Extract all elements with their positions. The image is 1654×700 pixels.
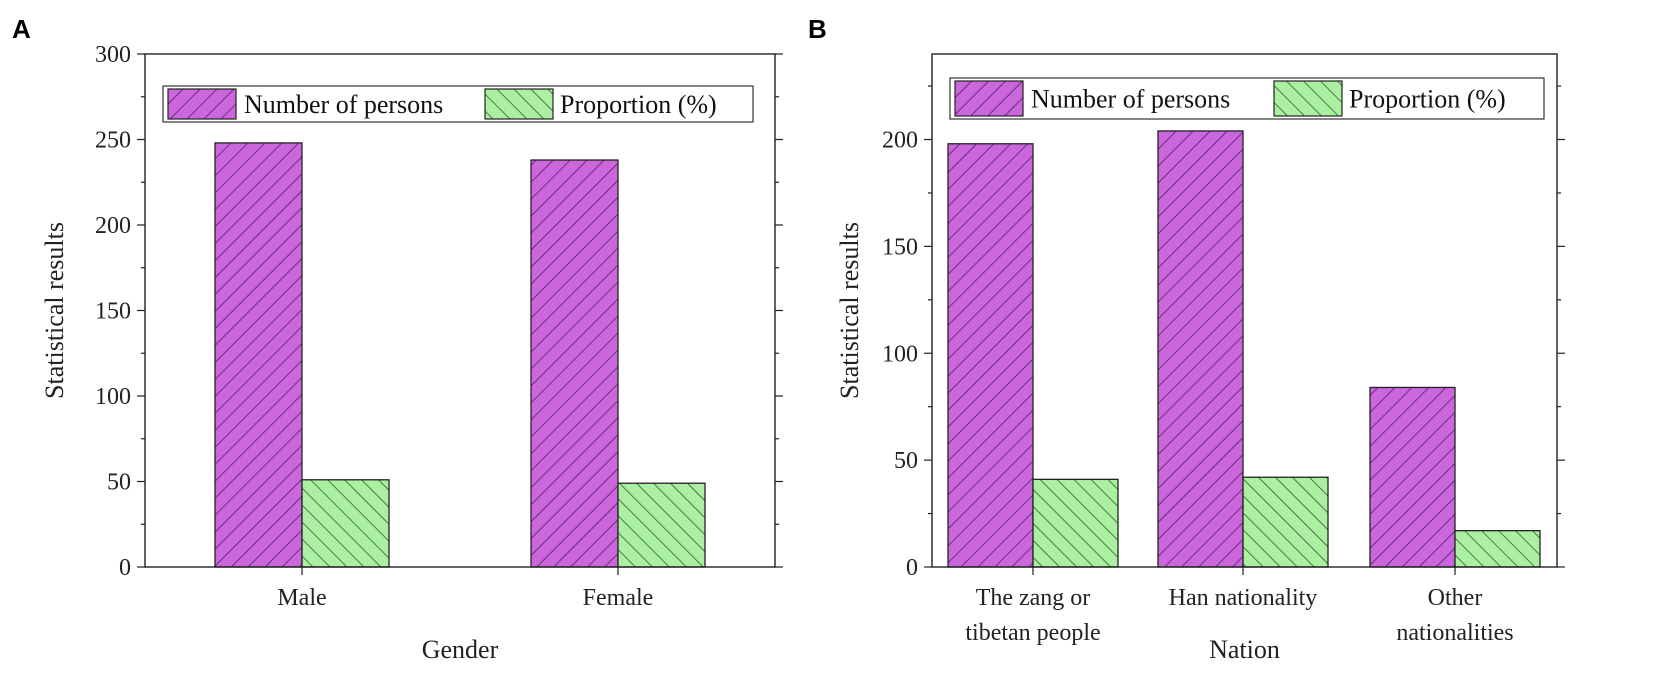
y-tick-label: 100 [882, 341, 918, 367]
x-axis-title: Gender [422, 635, 499, 664]
x-tick-label: Male [277, 585, 326, 611]
y-tick-label: 0 [119, 555, 131, 581]
y-axis-title: Statistical results [40, 222, 69, 399]
y-tick-label: 300 [95, 42, 131, 68]
chart-panel-a: A 0 50 100 150 200 250 300 Male Female Gender Stat… [12, 14, 783, 664]
bar-proportion-2 [1454, 530, 1541, 568]
y-tick-label: 200 [95, 213, 131, 239]
y-axis-title: Statistical results [835, 222, 864, 399]
legend-label-proportion: Proportion (%) [1349, 85, 1506, 114]
legend-swatch-proportion [1273, 80, 1343, 117]
plot-area-a: 0 50 100 150 200 250 300 Male Female Gender Statis… [40, 42, 783, 664]
legend-label-number-of-persons: Number of persons [244, 90, 443, 119]
y-tick-label: 50 [107, 470, 131, 496]
panel-label-a: A [12, 14, 31, 44]
bar-number-of-persons-2 [1369, 386, 1456, 568]
bar-proportion-0 [1032, 478, 1119, 568]
legend-swatch-number-of-persons [167, 88, 237, 120]
legend-box [162, 85, 754, 123]
y-tick-label: 150 [95, 299, 131, 325]
x-tick-label: Han nationality [1169, 585, 1318, 611]
y-tick-label: 150 [882, 234, 918, 260]
bar-number-of-persons-1 [530, 159, 619, 568]
legend-label-proportion: Proportion (%) [560, 90, 717, 119]
x-axis-title: Nation [1209, 635, 1280, 664]
plot-frame [931, 53, 1558, 568]
y-tick-label: 0 [906, 555, 918, 581]
plot-area-b: 0 50 100 150 200 The zang or tibetan people Han… [835, 53, 1565, 664]
bar-proportion-1 [1242, 476, 1329, 568]
legend-swatch-number-of-persons [954, 80, 1024, 117]
bar-proportion-0 [301, 479, 390, 568]
legend-box [949, 77, 1545, 120]
y-tick-label: 250 [95, 128, 131, 154]
legend: Number of persons Proportion (%) [162, 85, 754, 123]
y-tick-label: 50 [894, 448, 918, 474]
y-tick-label: 100 [95, 384, 131, 410]
bar-proportion-1 [617, 482, 706, 568]
chart-panel-b: B 0 50 100 150 200 The zang or tibetan people H… [808, 14, 1565, 664]
y-tick-label: 200 [882, 128, 918, 154]
legend: Number of persons Proportion (%) [949, 77, 1545, 120]
legend-label-number-of-persons: Number of persons [1031, 85, 1230, 114]
x-tick-label: Other nationalities [1396, 585, 1513, 646]
bar-number-of-persons-0 [947, 143, 1034, 568]
bar-number-of-persons-0 [214, 142, 303, 568]
bar-number-of-persons-1 [1157, 130, 1244, 568]
legend-swatch-proportion [484, 88, 554, 120]
x-tick-label: Female [583, 585, 654, 611]
panel-label-b: B [808, 14, 827, 44]
x-tick-label: The zang or tibetan people [965, 585, 1100, 646]
